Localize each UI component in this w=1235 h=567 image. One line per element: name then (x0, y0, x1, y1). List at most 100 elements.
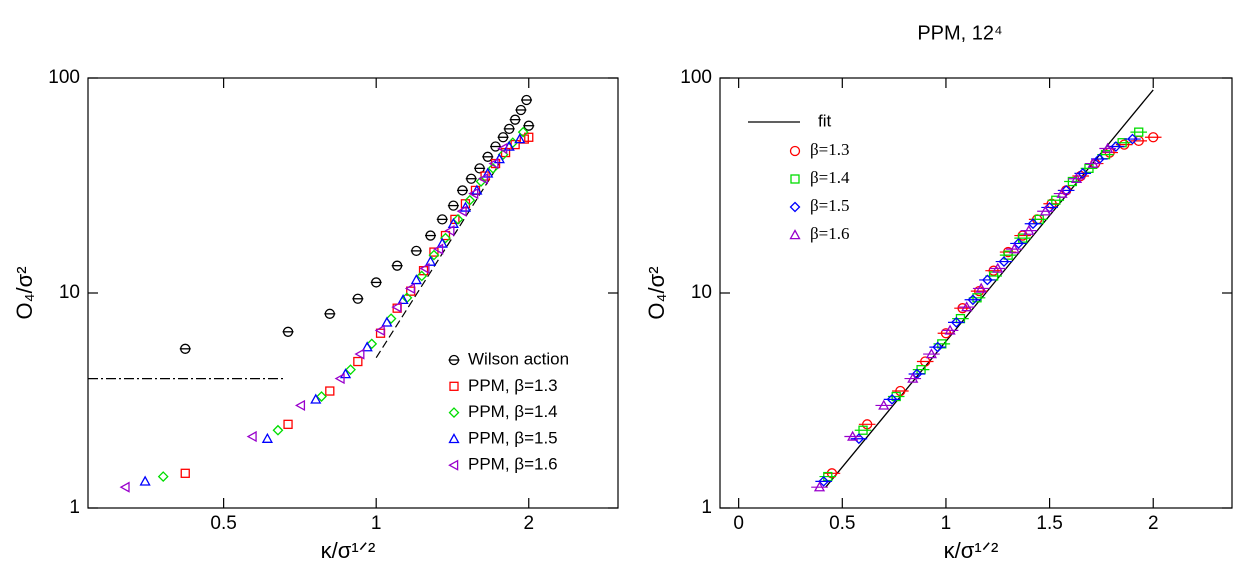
point (282, 326, 294, 337)
x-tick-label: 2 (523, 513, 534, 534)
plot-frame (719, 77, 1233, 509)
point (1077, 167, 1089, 179)
legend-marker (448, 459, 459, 471)
x-tick-label: 0.5 (829, 513, 855, 534)
point (523, 120, 535, 131)
point (477, 173, 488, 185)
x-axis-label: κ/σ¹ᐟ² (944, 538, 999, 563)
point (381, 316, 393, 327)
point (482, 151, 494, 162)
point (471, 184, 483, 195)
point (524, 132, 534, 142)
point (932, 341, 944, 353)
point (324, 308, 336, 319)
legend-marker (448, 433, 460, 444)
point (424, 255, 437, 266)
y-tick-label: 1 (69, 497, 80, 518)
legend-marker (449, 381, 459, 391)
legend-marker (789, 201, 801, 213)
point (353, 356, 363, 367)
point (354, 348, 365, 360)
point (139, 475, 151, 486)
y-tick-label: 10 (691, 282, 712, 303)
point (878, 399, 890, 410)
y-tick-label: 10 (59, 282, 80, 303)
x-axis-label: κ/σ¹ᐟ² (321, 538, 376, 563)
point (1027, 218, 1039, 230)
point (1087, 157, 1099, 168)
point (503, 123, 515, 135)
point (440, 232, 451, 244)
point (1070, 172, 1083, 183)
point (480, 171, 490, 181)
point (374, 324, 385, 336)
point (272, 424, 284, 436)
point (1127, 133, 1138, 145)
point (818, 475, 830, 487)
legend-label: Wilson action (468, 349, 569, 368)
point (450, 214, 460, 225)
legend-label: PPM, β=1.5 (468, 428, 558, 447)
point (410, 245, 422, 257)
legend-label: fit (818, 111, 832, 130)
point (1056, 187, 1068, 198)
point (425, 230, 437, 241)
point (325, 386, 335, 396)
point (1003, 250, 1013, 260)
point (370, 277, 382, 288)
point (1134, 127, 1144, 137)
point (1023, 224, 1035, 235)
chart-title: PPM, 12⁴ (917, 22, 1002, 44)
point (907, 372, 919, 383)
point (339, 368, 352, 379)
legend-marker-shape (789, 145, 801, 157)
point (179, 343, 191, 354)
point (452, 213, 464, 225)
point (1060, 184, 1072, 196)
point (1110, 141, 1122, 152)
point (475, 176, 487, 187)
point (944, 324, 956, 335)
point (950, 316, 962, 328)
point (490, 141, 502, 152)
point (858, 425, 868, 435)
point (410, 274, 422, 285)
x-tick-label: 0.5 (210, 513, 236, 534)
legend-marker (790, 174, 800, 184)
point (119, 481, 130, 493)
point (981, 274, 993, 286)
y-tick-label: 100 (48, 67, 80, 88)
point (444, 225, 455, 237)
point (1051, 195, 1061, 205)
point (1044, 202, 1056, 213)
point (465, 173, 477, 184)
point (447, 200, 459, 211)
point (345, 364, 356, 376)
legend-label: β=1.3 (810, 140, 850, 159)
point (509, 114, 521, 125)
legend-label: β=1.5 (810, 196, 850, 215)
point (515, 104, 527, 116)
legend-marker (789, 145, 801, 157)
point (488, 157, 499, 170)
point (468, 187, 479, 200)
x-tick-label: 1 (371, 513, 382, 534)
point (517, 126, 529, 138)
point (404, 282, 415, 295)
point (967, 294, 979, 306)
legend-label: PPM, β=1.3 (468, 376, 558, 395)
y-axis-label: O₄/σ² (644, 266, 669, 319)
point (246, 430, 257, 443)
point-shape (1148, 132, 1159, 143)
point (157, 471, 169, 483)
point (1084, 163, 1094, 173)
point (1102, 142, 1114, 153)
point (316, 391, 327, 402)
point (497, 142, 508, 155)
point (925, 348, 938, 359)
point (456, 185, 468, 196)
point (397, 293, 409, 305)
point-shape (988, 265, 999, 276)
y-axis-label: O₄/σ² (12, 266, 37, 319)
point (429, 247, 439, 257)
